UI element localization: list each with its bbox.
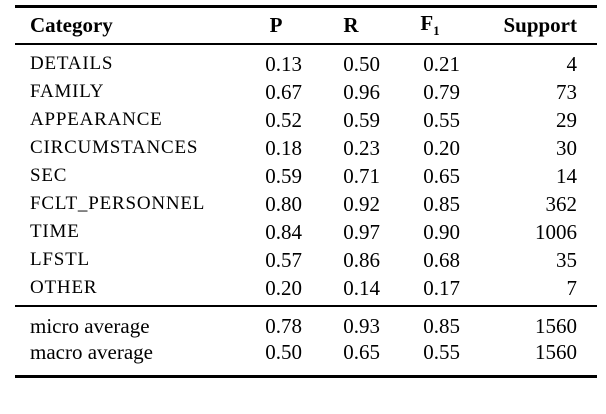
precision-cell: 0.13 (265, 52, 302, 76)
precision-cell: 0.20 (240, 274, 312, 307)
f1-cell: 0.17 (390, 274, 470, 307)
support-cell: 30 (556, 136, 577, 160)
table-row: FCLT_PERSONNEL 0.80 0.92 0.85 362 (15, 190, 597, 218)
category-cell: LFSTL (30, 249, 90, 270)
category-cell: TIME (30, 221, 80, 242)
support-cell: 29 (556, 108, 577, 132)
support-cell: 7 (470, 274, 597, 307)
support-cell: 4 (566, 52, 578, 76)
support-cell: 362 (545, 192, 578, 216)
precision-cell: 0.18 (265, 136, 302, 160)
precision-cell: 0.50 (265, 340, 302, 364)
recall-cell: 0.71 (343, 164, 380, 188)
table-row: CIRCUMSTANCES 0.18 0.23 0.20 30 (15, 134, 597, 162)
f1-subscript: 1 (433, 23, 440, 39)
table-row: FAMILY 0.67 0.96 0.79 73 (15, 78, 597, 106)
category-cell: FAMILY (30, 81, 105, 102)
table-row: SEC 0.59 0.71 0.65 14 (15, 162, 597, 190)
summary-label: micro average (30, 314, 150, 338)
f1-cell: 0.65 (423, 164, 460, 188)
precision-cell: 0.57 (265, 248, 302, 272)
f1-cell: 0.90 (423, 220, 460, 244)
table-row: LFSTL 0.57 0.86 0.68 35 (15, 246, 597, 274)
recall-cell: 0.86 (343, 248, 380, 272)
support-cell: 14 (556, 164, 577, 188)
table-row: OTHER 0.20 0.14 0.17 7 (15, 274, 597, 307)
recall-cell: 0.93 (343, 314, 380, 338)
recall-cell: 0.14 (312, 274, 390, 307)
support-cell: 35 (556, 248, 577, 272)
f1-cell: 0.85 (423, 314, 460, 338)
recall-cell: 0.92 (343, 192, 380, 216)
recall-cell: 0.97 (343, 220, 380, 244)
precision-cell: 0.52 (265, 108, 302, 132)
recall-cell: 0.96 (343, 80, 380, 104)
col-header-support: Support (470, 6, 597, 45)
category-cell: APPEARANCE (30, 109, 163, 130)
col-header-recall: R (312, 6, 390, 45)
precision-cell: 0.59 (265, 164, 302, 188)
col-header-f1: F1 (390, 6, 470, 45)
category-cell: CIRCUMSTANCES (30, 137, 199, 158)
f1-cell: 0.55 (423, 108, 460, 132)
f1-cell: 0.85 (423, 192, 460, 216)
recall-cell: 0.50 (343, 52, 380, 76)
table-row: DETAILS 0.13 0.50 0.21 4 (15, 44, 597, 78)
recall-cell: 0.59 (343, 108, 380, 132)
precision-cell: 0.78 (265, 314, 302, 338)
precision-cell: 0.84 (265, 220, 302, 244)
support-cell: 1560 (535, 340, 577, 364)
support-cell: 1560 (535, 314, 577, 338)
support-cell: 73 (556, 80, 577, 104)
f1-cell: 0.20 (423, 136, 460, 160)
header-row: Category P R F1 Support (15, 6, 597, 45)
f1-cell: 0.68 (423, 248, 460, 272)
recall-cell: 0.23 (343, 136, 380, 160)
f1-cell: 0.21 (423, 52, 460, 76)
results-table: Category P R F1 Support DETAILS 0.13 0.5… (15, 5, 597, 378)
summary-label: macro average (30, 340, 153, 364)
precision-cell: 0.80 (265, 192, 302, 216)
category-cell: FCLT_PERSONNEL (30, 193, 206, 214)
f1-cell: 0.79 (423, 80, 460, 104)
col-header-precision: P (240, 6, 312, 45)
recall-cell: 0.65 (343, 340, 380, 364)
table-row: APPEARANCE 0.52 0.59 0.55 29 (15, 106, 597, 134)
category-cell: OTHER (15, 274, 240, 307)
precision-cell: 0.67 (265, 80, 302, 104)
summary-row-macro: macro average 0.50 0.65 0.55 1560 (15, 339, 597, 377)
f1-letter: F (420, 11, 434, 36)
table-row: TIME 0.84 0.97 0.90 1006 (15, 218, 597, 246)
support-cell: 1006 (535, 220, 577, 244)
category-cell: SEC (30, 165, 68, 186)
col-header-category: Category (15, 6, 240, 45)
f1-cell: 0.55 (423, 340, 460, 364)
summary-row-micro: micro average 0.78 0.93 0.85 1560 (15, 306, 597, 339)
category-cell: DETAILS (30, 53, 114, 74)
